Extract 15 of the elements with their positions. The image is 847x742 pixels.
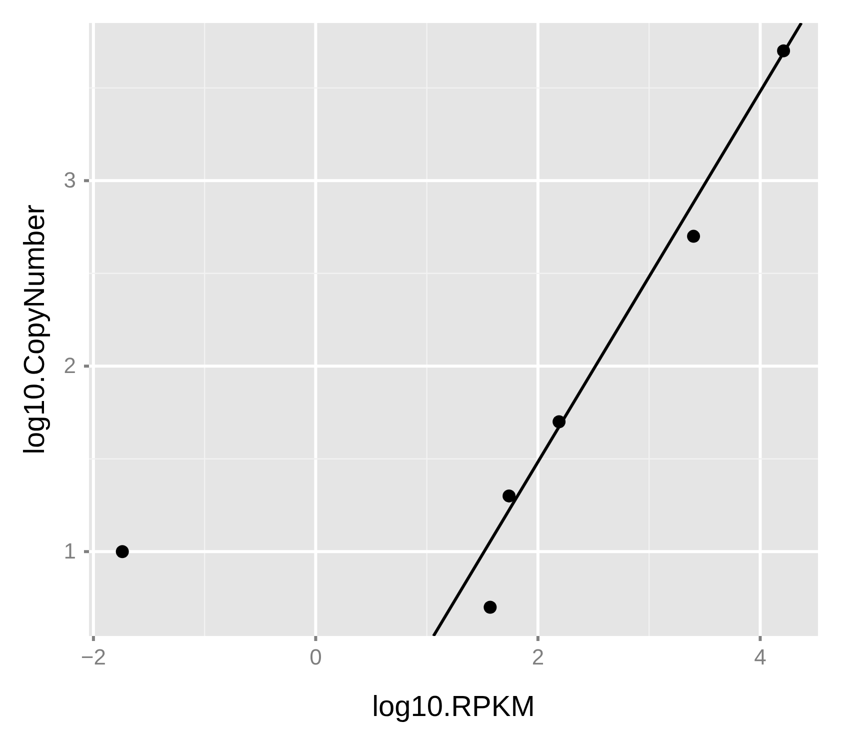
x-tick-label: 0 (310, 644, 322, 670)
y-tick-label: 1 (64, 538, 76, 564)
point (552, 415, 566, 428)
point (687, 230, 700, 243)
point (777, 44, 790, 58)
y-tick-label: 3 (64, 168, 76, 193)
y-axis-title: log10.CopyNumber (19, 204, 51, 454)
x-tick-label: 4 (754, 644, 766, 670)
x-axis-title: log10.RPKM (372, 691, 535, 723)
x-tick-label: −2 (80, 644, 106, 670)
point (502, 489, 516, 502)
point (484, 600, 497, 614)
x-tick-label: 2 (532, 644, 544, 670)
y-tick-label: 2 (64, 353, 76, 378)
point (116, 545, 129, 558)
